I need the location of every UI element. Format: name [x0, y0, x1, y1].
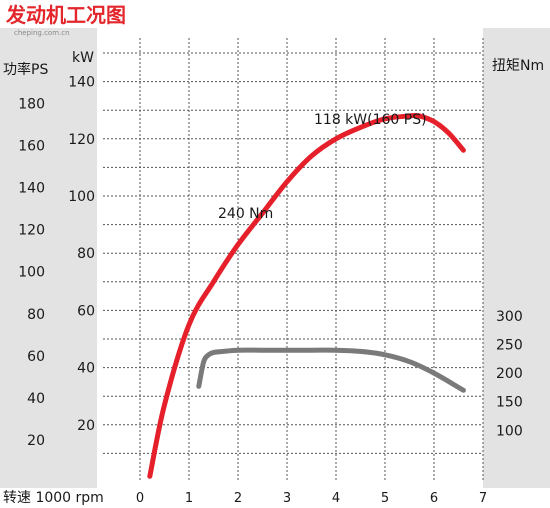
x-tick-label: 5 [381, 491, 389, 506]
kw-axis-label: kW [72, 50, 94, 66]
x-tick-label: 4 [332, 491, 340, 506]
kw-tick-label: 20 [77, 418, 95, 434]
nm-tick-label: 150 [496, 395, 523, 411]
ps-tick-label: 80 [27, 307, 45, 323]
x-tick-label: 7 [479, 491, 487, 506]
x-tick-label: 1 [185, 491, 193, 506]
x-tick-label: 2 [234, 491, 242, 506]
ps-tick-label: 120 [18, 223, 45, 239]
ps-tick-label: 40 [27, 391, 45, 407]
ps-tick-label: 180 [18, 96, 45, 112]
x-tick-label: 3 [283, 491, 291, 506]
ps-tick-label: 20 [27, 433, 45, 449]
nm-tick-label: 100 [496, 423, 523, 439]
left-axis-band [0, 28, 97, 488]
ps-axis-label: 功率PS [3, 61, 48, 78]
torque-curve [196, 347, 466, 393]
torque-series-label: 240 Nm [218, 206, 273, 222]
ps-tick-label: 140 [18, 181, 45, 197]
ps-tick-label: 100 [18, 265, 45, 281]
x-axis-label: 转速 1000 rpm [3, 490, 104, 506]
kw-tick-label: 120 [68, 132, 95, 148]
kw-tick-label: 40 [77, 361, 95, 377]
ps-tick-label: 160 [18, 139, 45, 155]
kw-tick-label: 60 [77, 303, 95, 319]
x-tick-label: 0 [136, 491, 144, 506]
power-curve [147, 112, 466, 479]
kw-tick-label: 100 [68, 189, 95, 205]
watermark: cheping.com.cn [14, 29, 70, 37]
nm-tick-label: 200 [496, 366, 523, 382]
x-tick-label: 6 [430, 491, 438, 506]
ps-tick-label: 60 [27, 349, 45, 365]
kw-tick-label: 80 [77, 246, 95, 262]
kw-tick-label: 140 [68, 75, 95, 91]
right-axis-band [483, 28, 550, 488]
nm-tick-label: 300 [496, 309, 523, 325]
nm-tick-label: 250 [496, 338, 523, 354]
nm-axis-label: 扭矩Nm [492, 58, 544, 74]
power-series-label: 118 kW(160 PS) [314, 112, 427, 128]
chart-title: 发动机工况图 [5, 3, 126, 27]
